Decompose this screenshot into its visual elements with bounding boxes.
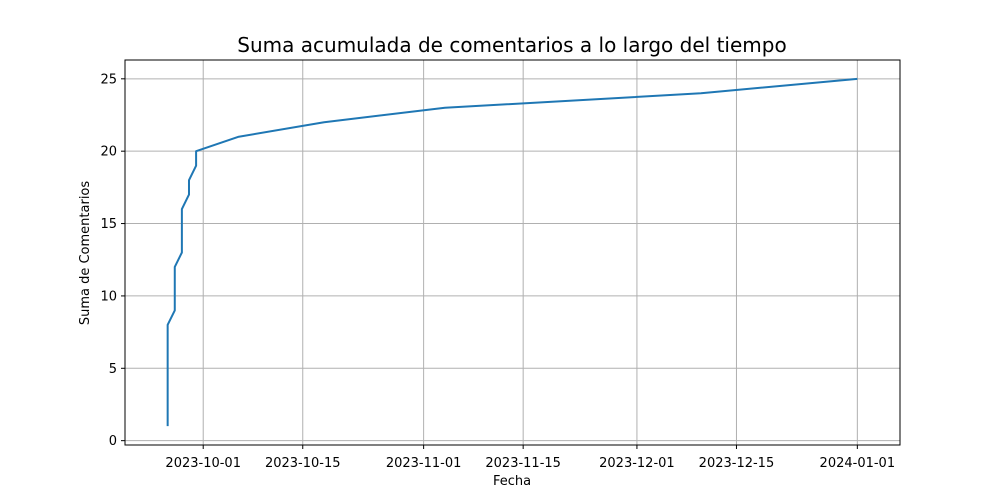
- y-tick-label: 0: [109, 434, 117, 449]
- series-line: [166, 77, 858, 427]
- x-tick-label: 2023-10-15: [265, 456, 341, 471]
- y-tick-label: 25: [100, 72, 117, 87]
- y-axis-label: Suma de Comentarios: [78, 181, 93, 326]
- x-tick-label: 2023-11-15: [485, 456, 561, 471]
- x-tick-label: 2024-01-01: [820, 456, 896, 471]
- x-axis-label: Fecha: [493, 474, 531, 489]
- x-tick-label: 2023-11-01: [386, 456, 462, 471]
- y-tick-label: 15: [100, 217, 117, 232]
- tick-layer: 2023-10-01 2023-10-15 2023-11-01 2023-11-15…: [100, 72, 895, 471]
- plot-frame: [124, 59, 901, 446]
- y-tick-label: 5: [109, 362, 117, 377]
- x-tick-label: 2023-12-01: [599, 456, 675, 471]
- y-tick-label: 10: [100, 289, 117, 304]
- line-layer: [166, 77, 858, 427]
- y-tick-label: 20: [100, 145, 117, 160]
- x-tick-label: 2023-12-15: [699, 456, 775, 471]
- chart-title: Suma acumulada de comentarios a lo largo…: [237, 33, 786, 57]
- grid-layer: [125, 60, 900, 445]
- x-tick-label: 2023-10-01: [165, 456, 241, 471]
